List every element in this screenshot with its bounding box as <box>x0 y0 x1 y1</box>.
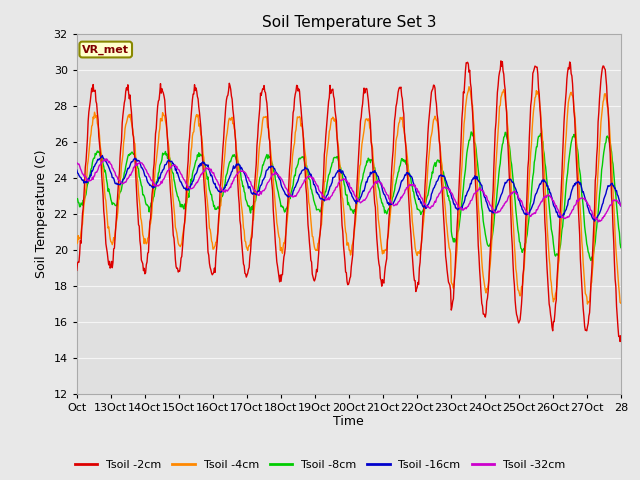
Tsoil -16cm <box>285 194 292 200</box>
Tsoil -32cm <box>436 191 444 196</box>
Tsoil -2cm <box>73 267 81 273</box>
Tsoil -8cm <box>405 169 413 175</box>
Tsoil -8cm <box>587 258 595 264</box>
Tsoil -32cm <box>103 156 111 162</box>
Tsoil -2cm <box>435 137 443 143</box>
Tsoil -2cm <box>237 223 244 228</box>
Tsoil -8cm <box>467 129 475 135</box>
Line: Tsoil -4cm: Tsoil -4cm <box>77 86 621 304</box>
Tsoil -8cm <box>264 156 271 162</box>
Y-axis label: Soil Temperature (C): Soil Temperature (C) <box>35 149 48 278</box>
Tsoil -2cm <box>617 333 625 338</box>
Tsoil -32cm <box>264 179 272 185</box>
Legend: Tsoil -2cm, Tsoil -4cm, Tsoil -8cm, Tsoil -16cm, Tsoil -32cm: Tsoil -2cm, Tsoil -4cm, Tsoil -8cm, Tsoi… <box>70 456 570 474</box>
Tsoil -2cm <box>616 338 624 344</box>
Tsoil -16cm <box>406 171 413 177</box>
Tsoil -4cm <box>237 195 244 201</box>
Tsoil -8cm <box>73 196 81 202</box>
Tsoil -4cm <box>465 84 473 89</box>
Tsoil -2cm <box>405 196 413 202</box>
Tsoil -4cm <box>73 241 81 247</box>
Tsoil -2cm <box>284 193 292 199</box>
Tsoil -2cm <box>264 110 271 116</box>
X-axis label: Time: Time <box>333 415 364 429</box>
Tsoil -32cm <box>406 182 413 188</box>
Tsoil -16cm <box>99 153 106 158</box>
Text: VR_met: VR_met <box>82 44 129 55</box>
Tsoil -32cm <box>73 160 81 166</box>
Tsoil -8cm <box>435 159 443 165</box>
Tsoil -4cm <box>137 215 145 220</box>
Tsoil -32cm <box>237 168 245 174</box>
Title: Soil Temperature Set 3: Soil Temperature Set 3 <box>262 15 436 30</box>
Tsoil -4cm <box>584 301 591 307</box>
Tsoil -16cm <box>591 218 598 224</box>
Tsoil -4cm <box>435 138 443 144</box>
Tsoil -4cm <box>617 300 625 306</box>
Tsoil -32cm <box>617 203 625 208</box>
Tsoil -16cm <box>617 203 625 209</box>
Tsoil -8cm <box>237 170 244 176</box>
Tsoil -2cm <box>497 58 505 64</box>
Tsoil -8cm <box>284 203 292 208</box>
Tsoil -8cm <box>617 245 625 251</box>
Tsoil -16cm <box>436 173 444 179</box>
Line: Tsoil -8cm: Tsoil -8cm <box>77 132 621 261</box>
Line: Tsoil -16cm: Tsoil -16cm <box>77 156 621 221</box>
Tsoil -8cm <box>137 179 145 185</box>
Tsoil -16cm <box>73 167 81 173</box>
Line: Tsoil -2cm: Tsoil -2cm <box>77 61 621 341</box>
Tsoil -32cm <box>285 190 292 196</box>
Tsoil -16cm <box>237 165 245 170</box>
Line: Tsoil -32cm: Tsoil -32cm <box>77 159 621 222</box>
Tsoil -2cm <box>137 243 145 249</box>
Tsoil -16cm <box>138 165 145 170</box>
Tsoil -4cm <box>264 125 271 131</box>
Tsoil -32cm <box>595 219 602 225</box>
Tsoil -32cm <box>138 160 145 166</box>
Tsoil -16cm <box>264 166 272 171</box>
Tsoil -4cm <box>284 208 292 214</box>
Tsoil -4cm <box>405 176 413 181</box>
